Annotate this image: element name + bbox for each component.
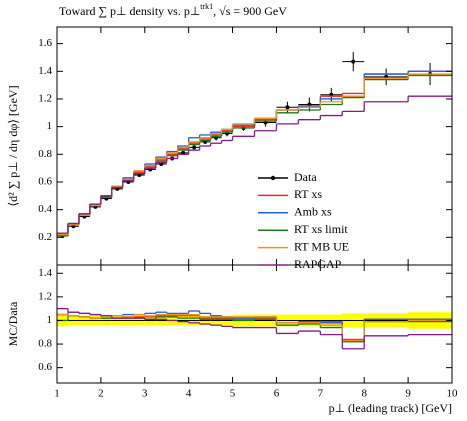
x-tick-label: 4 — [186, 388, 192, 400]
y-tick-label: 1.6 — [38, 37, 52, 49]
legend-label: RT MB UE — [294, 239, 349, 253]
ratio-y-axis-label: MC/Data — [6, 301, 20, 346]
legend-label: Amb xs — [294, 205, 332, 219]
x-tick-label: 9 — [405, 388, 411, 400]
plot-frame — [56, 264, 453, 384]
y-tick-label: 0.2 — [38, 231, 52, 243]
y-axis-label: ⟨d² ∑ p⊥ / dη dφ⟩ [GeV] — [6, 85, 20, 206]
title-sup: trk1 — [200, 2, 213, 11]
y-tick-label: 0.8 — [38, 338, 52, 350]
x-tick-label: 7 — [318, 388, 324, 400]
x-tick-label: 2 — [98, 388, 104, 400]
legend-label: RAPGAP — [294, 257, 342, 271]
y-tick-label: 1.2 — [38, 290, 52, 302]
y-tick-label: 1 — [47, 120, 53, 132]
y-tick-label: 1 — [47, 314, 53, 326]
x-tick-label: 10 — [447, 388, 459, 400]
y-tick-label: 0.6 — [38, 361, 52, 373]
x-tick-label: 8 — [361, 388, 367, 400]
y-tick-label: 0.8 — [38, 148, 52, 160]
plot-frame — [56, 26, 453, 266]
x-axis-label: p⊥ (leading track) [GeV] — [329, 401, 452, 415]
y-tick-label: 0.4 — [38, 203, 52, 215]
data-point — [351, 59, 356, 64]
legend-label: Data — [294, 170, 317, 184]
legend-label: RT xs limit — [294, 222, 348, 236]
data-point — [285, 105, 290, 110]
data-point — [192, 145, 197, 150]
legend-label: RT xs — [294, 187, 322, 201]
x-tick-label: 1 — [54, 388, 60, 400]
x-tick-label: 6 — [274, 388, 280, 400]
chart-title: Toward ∑ p⊥ density vs. p⊥trk1, √s = 900… — [59, 2, 287, 18]
y-tick-label: 1.2 — [38, 92, 52, 104]
y-tick-label: 0.6 — [38, 176, 52, 188]
y-tick-label: 1.4 — [38, 65, 52, 77]
x-tick-label: 3 — [142, 388, 148, 400]
legend-marker — [270, 175, 276, 181]
title-tail: , √s = 900 GeV — [213, 4, 287, 18]
x-tick-label: 5 — [230, 388, 236, 400]
y-tick-label: 1.4 — [38, 267, 52, 279]
title-main: Toward ∑ p⊥ density vs. p⊥ — [59, 4, 200, 18]
